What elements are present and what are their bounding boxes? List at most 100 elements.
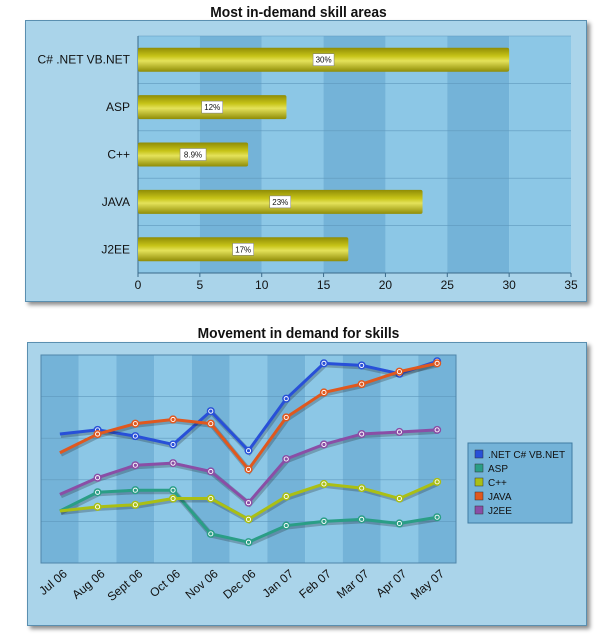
legend-label: C++ bbox=[488, 478, 507, 489]
x-tick-label: Jan 07 bbox=[260, 566, 297, 600]
data-point-dot bbox=[95, 490, 100, 494]
plot-band bbox=[154, 355, 192, 563]
data-point-dot bbox=[284, 457, 288, 461]
line-chart-panel: Jul 06 Aug 06 Sept 06 Oct 06 Nov 06 Dec 06 Jan… bbox=[27, 342, 587, 626]
data-point-dot bbox=[209, 422, 213, 426]
data-point-dot bbox=[246, 449, 251, 453]
data-label-box bbox=[201, 100, 223, 114]
x-tick-label: Sept 06 bbox=[105, 566, 146, 604]
data-point-dot bbox=[322, 519, 326, 523]
data-point-dot bbox=[284, 523, 288, 528]
data-point-dot bbox=[246, 540, 251, 544]
x-tick-label: Apr 07 bbox=[373, 566, 409, 600]
data-point-dot bbox=[435, 515, 439, 519]
plot-band bbox=[385, 36, 448, 273]
plot-band bbox=[191, 355, 230, 563]
x-tick-label: 10 bbox=[255, 278, 269, 292]
data-point-dot bbox=[95, 476, 100, 480]
data-point-dot bbox=[360, 363, 364, 367]
data-point-dot bbox=[171, 417, 175, 422]
x-tick-label: Mar 07 bbox=[334, 566, 372, 601]
x-tick-label: 30 bbox=[502, 278, 516, 292]
x-tick-label: 15 bbox=[317, 278, 331, 292]
data-point-dot bbox=[322, 361, 326, 365]
data-label: 23% bbox=[272, 198, 288, 207]
data-point-dot bbox=[322, 482, 326, 486]
data-label: 17% bbox=[235, 245, 251, 254]
legend-swatch bbox=[474, 477, 484, 487]
category-label: C# .NET VB.NET bbox=[38, 53, 131, 67]
data-point-dot bbox=[171, 461, 175, 465]
plot-band bbox=[323, 36, 386, 273]
data-point-dot bbox=[360, 432, 364, 436]
plot-band bbox=[509, 36, 571, 273]
legend-label: J2EE bbox=[488, 506, 512, 517]
plot-band bbox=[380, 355, 419, 563]
x-tick-label: Jul 06 bbox=[36, 566, 70, 598]
data-point-dot bbox=[246, 467, 251, 471]
legend-box bbox=[467, 442, 573, 524]
legend-label: .NET C# VB.NET bbox=[488, 450, 565, 461]
category-label: C++ bbox=[107, 148, 130, 162]
data-point-dot bbox=[360, 517, 364, 521]
x-tick-label: Oct 06 bbox=[147, 566, 183, 600]
x-tick-label: Dec 06 bbox=[220, 566, 258, 601]
data-label-box bbox=[232, 243, 254, 256]
legend-label: ASP bbox=[488, 464, 508, 475]
legend-swatch bbox=[474, 505, 484, 515]
data-point-dot bbox=[435, 480, 439, 484]
data-point-dot bbox=[246, 501, 251, 505]
data-label: 8.9% bbox=[184, 151, 202, 160]
bar-chart: 0 5 10 15 20 25 30 35 C# .NET VB.NET 30% ASP 12% C++… bbox=[38, 35, 578, 292]
data-point-dot bbox=[209, 496, 213, 501]
data-point-dot bbox=[171, 442, 175, 447]
data-point-dot bbox=[133, 422, 137, 426]
x-tick-label: 5 bbox=[197, 278, 204, 292]
legend-label: JAVA bbox=[488, 492, 512, 503]
data-point-dot bbox=[322, 442, 326, 447]
x-tick-label: Feb 07 bbox=[296, 566, 334, 601]
plot-band bbox=[229, 355, 268, 563]
data-point-dot bbox=[133, 463, 137, 467]
data-point-dot bbox=[171, 496, 175, 501]
data-point-dot bbox=[322, 390, 326, 395]
data-label-box bbox=[179, 148, 207, 161]
data-point-dot bbox=[95, 432, 100, 436]
line-chart-title: Movement in demand for skills bbox=[197, 325, 400, 342]
x-tick-label: 35 bbox=[564, 278, 578, 292]
plot-band bbox=[116, 355, 155, 563]
data-point-dot bbox=[397, 496, 402, 501]
data-point-dot bbox=[397, 521, 402, 526]
bar-chart-panel: 0 5 10 15 20 25 30 35 C# .NET VB.NET 30% ASP 12% C++… bbox=[25, 20, 587, 302]
data-point-dot bbox=[171, 488, 175, 492]
data-point-dot bbox=[133, 503, 137, 507]
data-point-dot bbox=[95, 505, 100, 509]
legend-swatch bbox=[474, 491, 484, 501]
category-label: J2EE bbox=[101, 242, 130, 256]
data-point-dot bbox=[209, 469, 213, 474]
legend-swatch bbox=[474, 463, 484, 473]
data-point-dot bbox=[284, 494, 288, 499]
data-point-dot bbox=[360, 486, 364, 490]
x-tick-label: 25 bbox=[441, 278, 455, 292]
x-tick-label: May 07 bbox=[408, 566, 447, 602]
plot-band bbox=[78, 355, 117, 563]
data-point-dot bbox=[435, 361, 439, 365]
plot-band bbox=[447, 36, 510, 273]
data-point-dot bbox=[284, 415, 288, 419]
x-tick-label: 20 bbox=[379, 278, 393, 292]
plot-band bbox=[305, 355, 343, 563]
plot-band bbox=[342, 355, 381, 563]
legend-swatch bbox=[474, 449, 484, 459]
data-point-dot bbox=[209, 532, 213, 536]
data-label: 30% bbox=[316, 56, 332, 65]
data-point-dot bbox=[209, 409, 213, 413]
plot-band bbox=[41, 355, 79, 563]
data-point-dot bbox=[397, 430, 402, 434]
bar-chart-title: Most in-demand skill areas bbox=[210, 4, 387, 21]
data-label-box bbox=[312, 53, 335, 66]
plot-band bbox=[261, 36, 324, 273]
data-point-dot bbox=[435, 428, 439, 432]
category-label: ASP bbox=[106, 100, 130, 114]
plot-border bbox=[40, 354, 457, 564]
